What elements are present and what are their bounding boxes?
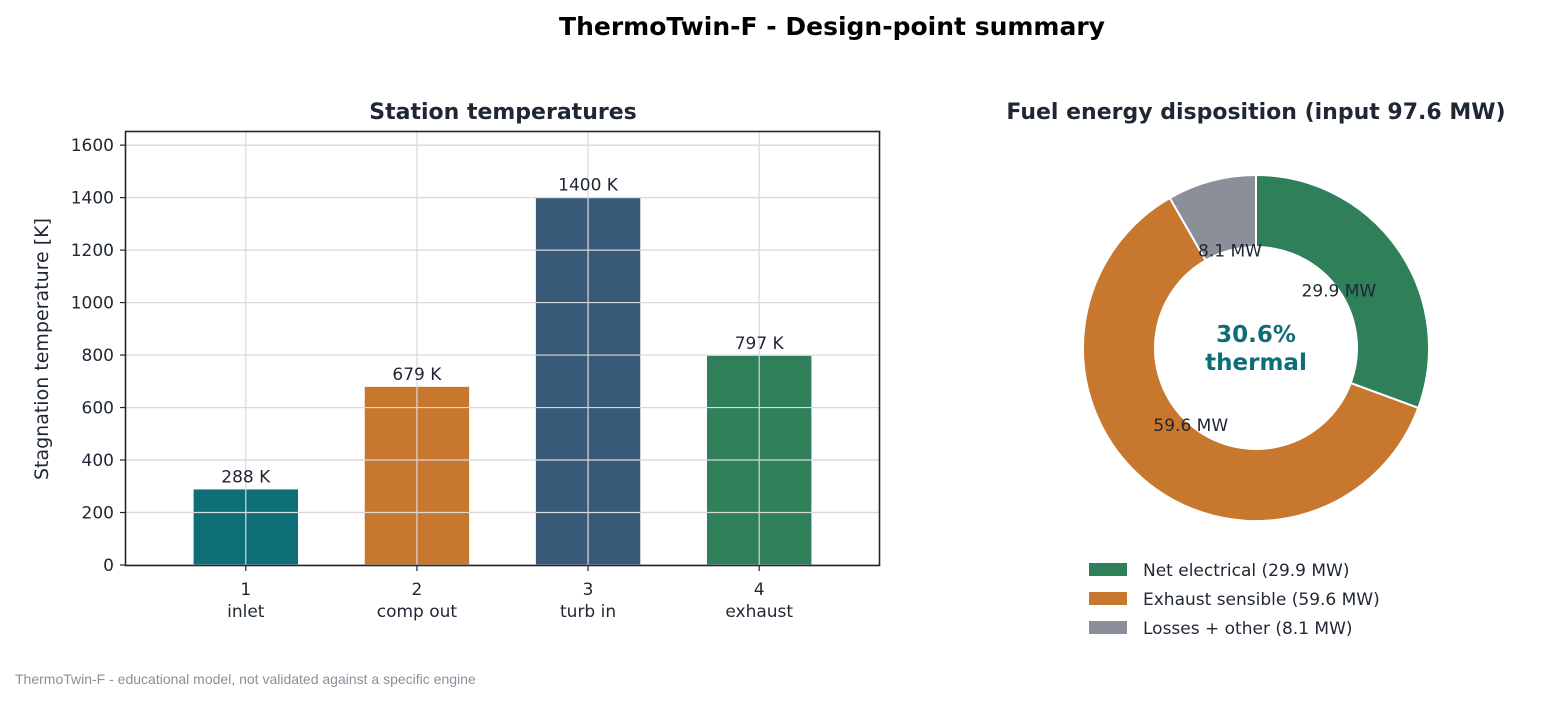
legend-entry-label: Exhaust sensible (59.6 MW) [1143, 590, 1380, 610]
donut-slice-value-label: 29.9 MW [1302, 281, 1377, 301]
donut-center-percent: 30.6% [1216, 322, 1296, 348]
donut-slice-labels: 29.9 MW 59.6 MW 8.1 MW [1153, 241, 1376, 436]
bar-value-labels: 288 K 679 K 1400 K 797 K [221, 176, 784, 488]
station-temperature-bar-chart: Station temperatures 0200400600800100012… [31, 100, 881, 622]
bar-value-label: 1400 K [558, 176, 619, 196]
bar-series [193, 197, 812, 565]
y-tick-label: 1000 [71, 294, 114, 314]
y-tick-label: 1600 [71, 136, 114, 156]
bar-chart-title: Station temperatures [369, 100, 636, 125]
x-tick-label-station: 2 [412, 580, 423, 600]
fuel-energy-donut-chart: Fuel energy disposition (input 97.6 MW) … [1006, 100, 1505, 639]
y-tick-label: 0 [103, 556, 114, 576]
bar-chart-axes-frame [124, 130, 881, 567]
x-tick-label-name: exhaust [725, 602, 793, 622]
figure-title: ThermoTwin-F - Design-point summary [559, 12, 1105, 41]
y-tick-label: 200 [82, 504, 114, 524]
x-tick-label-name: inlet [227, 602, 265, 622]
bar-chart-grid-overlay [126, 132, 879, 566]
donut-slice-3 [1168, 173, 1257, 262]
donut-slices [1082, 173, 1430, 522]
donut-slice-2 [1082, 196, 1420, 522]
y-tick-label: 600 [82, 399, 114, 419]
y-tick-label: 1400 [71, 189, 114, 209]
donut-slice-value-label: 59.6 MW [1153, 416, 1228, 436]
y-tick-label: 400 [82, 451, 114, 471]
legend-swatch [1089, 621, 1127, 634]
y-tick-label: 800 [82, 346, 114, 366]
donut-slice-value-label: 8.1 MW [1198, 241, 1262, 261]
bar-value-label: 288 K [221, 467, 271, 487]
x-tick-label-name: comp out [377, 602, 458, 622]
footnote: ThermoTwin-F - educational model, not va… [15, 671, 476, 687]
donut-chart-title: Fuel energy disposition (input 97.6 MW) [1006, 100, 1505, 125]
donut-slice-1 [1255, 173, 1430, 410]
donut-legend: Net electrical (29.9 MW) Exhaust sensible… [1089, 561, 1380, 639]
y-tick-label: 1200 [71, 241, 114, 261]
legend-swatch [1089, 563, 1127, 576]
y-axis-label: Stagnation temperature [K] [31, 218, 53, 480]
y-axis-ticks: 0 200 400 600 800 1000 1200 1400 1600 [71, 136, 126, 576]
x-tick-label-station: 1 [240, 580, 251, 600]
bar-value-label: 797 K [735, 334, 785, 354]
x-tick-label-station: 3 [583, 580, 594, 600]
donut-center-caption: thermal [1205, 350, 1307, 376]
bar-value-label: 679 K [392, 365, 442, 385]
legend-entry-label: Losses + other (8.1 MW) [1143, 619, 1353, 639]
x-tick-label-name: turb in [560, 602, 616, 622]
legend-swatch [1089, 592, 1127, 605]
x-tick-label-station: 4 [754, 580, 765, 600]
legend-entry-label: Net electrical (29.9 MW) [1143, 561, 1350, 581]
